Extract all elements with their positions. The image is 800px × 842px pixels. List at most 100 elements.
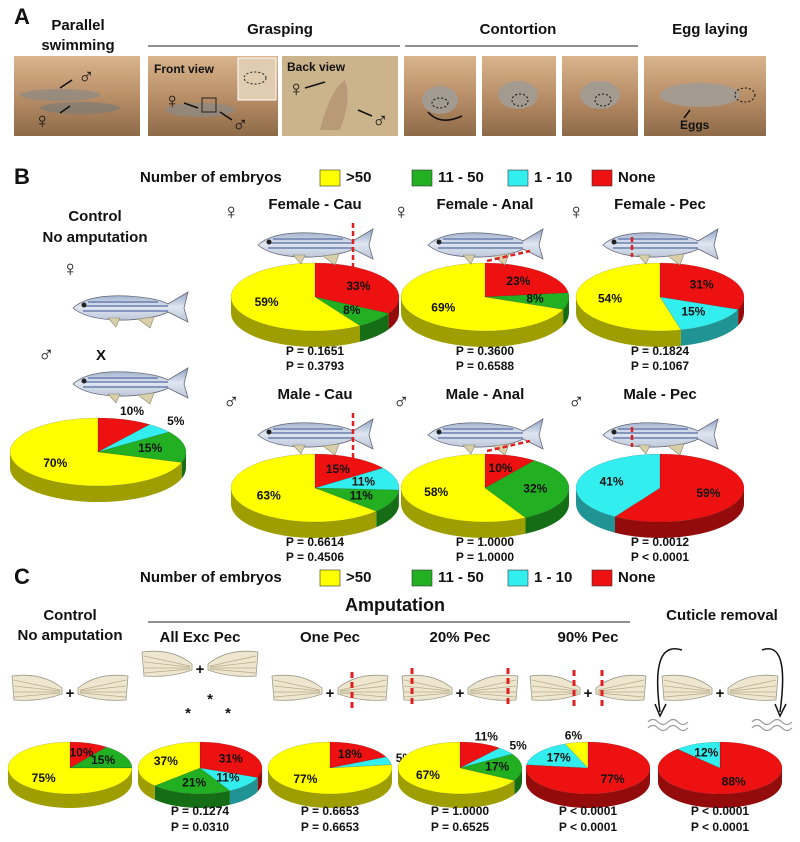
photo-label: Front view: [154, 62, 215, 76]
fish-icon: [72, 367, 189, 405]
sex-symbol: ♀: [223, 199, 240, 224]
sex-symbol: ♂: [568, 389, 585, 414]
pie-slice: [575, 262, 682, 332]
pie-slice: [137, 741, 201, 787]
p-value: P < 0.0001: [631, 550, 689, 564]
pie-side: [231, 297, 361, 348]
control-title: Control: [68, 208, 121, 225]
photo-label: Eggs: [680, 118, 710, 132]
fin-left: [11, 674, 63, 701]
p-value: P = 0.6525: [431, 820, 489, 834]
fin-right: [727, 674, 779, 701]
pie-slice: [484, 460, 570, 519]
p-value: P = 0.6614: [286, 535, 344, 549]
pie-label: 59%: [255, 295, 279, 309]
pie-slice: [267, 741, 393, 795]
pie-slice: [199, 767, 259, 792]
inset: [237, 57, 277, 101]
pie-slice: [199, 741, 263, 778]
sex-symbol: ♀: [393, 199, 410, 224]
legend-swatch: [411, 569, 433, 587]
pie-label: 8%: [526, 292, 544, 306]
pie-label: 75%: [32, 771, 56, 785]
pie-side: [680, 309, 739, 346]
legend-title: Number of embryos: [140, 569, 282, 586]
pie-label: 63%: [257, 488, 281, 502]
pie-label: 6%: [565, 728, 583, 742]
header: Grasping: [247, 21, 313, 38]
pie-label: 77%: [601, 772, 625, 786]
pie-label: 33%: [346, 279, 370, 293]
pie-label: 11%: [216, 770, 240, 784]
female-symbol: ♀: [288, 76, 305, 101]
p-value: P = 1.0000: [456, 550, 514, 564]
pie-side: [376, 490, 399, 528]
legend-swatch: [319, 569, 341, 587]
pie-side: [10, 452, 182, 502]
p-value: P = 0.3600: [456, 344, 514, 358]
legend-label: 1 - 10: [534, 169, 572, 186]
fin-right: [77, 674, 129, 701]
pie-slice: [314, 487, 400, 512]
pie-side: [181, 452, 186, 479]
fin-left: [661, 674, 713, 701]
p-value: P < 0.0001: [691, 804, 749, 818]
pie-slice: [97, 424, 170, 453]
fish-icon: [257, 418, 374, 456]
male-symbol: ♂: [372, 108, 389, 133]
control-title: No amputation: [18, 627, 123, 644]
pie-side: [738, 297, 745, 326]
pie-slice: [484, 453, 536, 489]
fin-right: [467, 674, 519, 701]
pie-title: 90% Pec: [558, 629, 619, 646]
pie-title: All Exc Pec: [160, 629, 241, 646]
pie-side: [360, 313, 389, 342]
p-value: P = 0.3793: [286, 359, 344, 373]
p-value: P = 0.6653: [301, 820, 359, 834]
pie-side: [614, 488, 744, 539]
pie-label: 15%: [681, 304, 705, 318]
pie-label: 59%: [696, 486, 720, 500]
pie-label: 10%: [69, 745, 93, 759]
p-value: P = 0.1651: [286, 344, 344, 358]
fin-left: [271, 674, 323, 701]
pie-slice: [614, 453, 745, 523]
pie-title: Female - Pec: [614, 196, 706, 213]
pie-title: Female - Anal: [437, 196, 534, 213]
pie-label: 12%: [694, 746, 718, 760]
pie-label: 11%: [475, 730, 499, 744]
pie-label: 15%: [91, 753, 115, 767]
cross: X: [96, 347, 106, 364]
legend-swatch: [591, 569, 613, 587]
pie-slice: [459, 741, 501, 769]
sex-symbol: ♂: [393, 389, 410, 414]
asterisk: *: [207, 691, 213, 708]
photo-label: Back view: [287, 60, 346, 74]
pie-title: Male - Pec: [623, 386, 696, 403]
cut-mark: [486, 249, 531, 263]
pie-slice: [329, 741, 387, 769]
pie-slice: [97, 417, 151, 453]
fin-left: [529, 674, 581, 701]
legend-swatch: [591, 169, 613, 187]
plus: +: [456, 685, 465, 702]
legend-label: 1 - 10: [534, 569, 572, 586]
fish-icon: [72, 291, 189, 329]
pie-side: [229, 777, 258, 805]
outline: [243, 71, 267, 85]
panel-label: A: [14, 4, 30, 29]
p-value: P < 0.0001: [559, 804, 617, 818]
pie-label: 77%: [293, 772, 317, 786]
legend-swatch: [507, 169, 529, 187]
legend-label: 11 - 50: [438, 169, 484, 186]
control-title: Control: [43, 607, 96, 624]
male-symbol: ♂: [38, 342, 55, 367]
p-value: P = 0.0012: [631, 535, 689, 549]
pie-label: 31%: [690, 278, 714, 292]
fin-left: [401, 674, 453, 701]
p-value: P < 0.0001: [691, 820, 749, 834]
p-value: P = 0.6588: [456, 359, 514, 373]
header: Egg laying: [672, 21, 748, 38]
legend: Number of embryos >50 11 - 50 1 - 10 None: [140, 169, 656, 187]
